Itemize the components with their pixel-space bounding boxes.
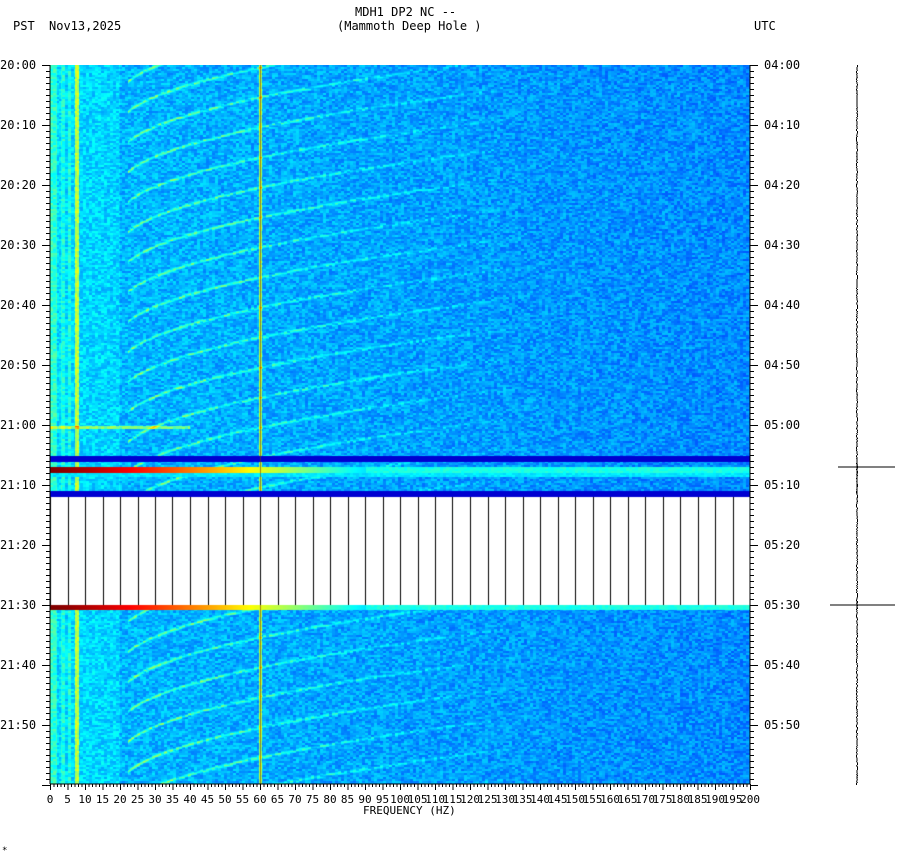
x-tick-label: 200 (740, 794, 760, 806)
x-tick-label: 70 (288, 794, 301, 806)
y-tick-label-left: 21:50 (0, 719, 36, 731)
y-tick-label-right: 04:00 (764, 59, 800, 71)
x-tick-label: 55 (236, 794, 249, 806)
x-tick-label: 65 (271, 794, 284, 806)
x-tick-label: 60 (253, 794, 266, 806)
y-tick-label-right: 05:50 (764, 719, 800, 731)
x-tick-label: 30 (148, 794, 161, 806)
y-tick-label-right: 04:40 (764, 299, 800, 311)
x-tick-label: 40 (183, 794, 196, 806)
y-tick-label-left: 20:20 (0, 179, 36, 191)
x-tick-label: 50 (218, 794, 231, 806)
y-tick-label-left: 21:00 (0, 419, 36, 431)
y-tick-label-left: 21:10 (0, 479, 36, 491)
y-tick-label-right: 05:20 (764, 539, 800, 551)
y-tick-label-left: 20:30 (0, 239, 36, 251)
x-tick-label: 20 (113, 794, 126, 806)
footer-mark: * (2, 846, 7, 856)
y-tick-label-left: 21:30 (0, 599, 36, 611)
y-tick-label-left: 20:50 (0, 359, 36, 371)
y-tick-label-right: 04:30 (764, 239, 800, 251)
x-tick-label: 25 (131, 794, 144, 806)
y-tick-label-right: 04:50 (764, 359, 800, 371)
y-tick-label-right: 05:30 (764, 599, 800, 611)
y-tick-label-right: 05:40 (764, 659, 800, 671)
y-tick-label-right: 04:20 (764, 179, 800, 191)
x-tick-label: 0 (47, 794, 54, 806)
x-tick-label: 35 (166, 794, 179, 806)
x-tick-label: 15 (96, 794, 109, 806)
x-tick-label: 80 (323, 794, 336, 806)
y-tick-label-left: 20:10 (0, 119, 36, 131)
x-tick-label: 45 (201, 794, 214, 806)
y-tick-label-left: 20:00 (0, 59, 36, 71)
x-tick-label: 75 (306, 794, 319, 806)
y-tick-label-right: 04:10 (764, 119, 800, 131)
x-axis-title: FREQUENCY (HZ) (363, 805, 456, 817)
y-tick-label-left: 21:40 (0, 659, 36, 671)
x-tick-label: 5 (64, 794, 71, 806)
x-tick-label: 10 (78, 794, 91, 806)
y-tick-label-right: 05:00 (764, 419, 800, 431)
y-tick-label-right: 05:10 (764, 479, 800, 491)
y-tick-label-left: 20:40 (0, 299, 36, 311)
y-tick-label-left: 21:20 (0, 539, 36, 551)
x-tick-label: 85 (341, 794, 354, 806)
